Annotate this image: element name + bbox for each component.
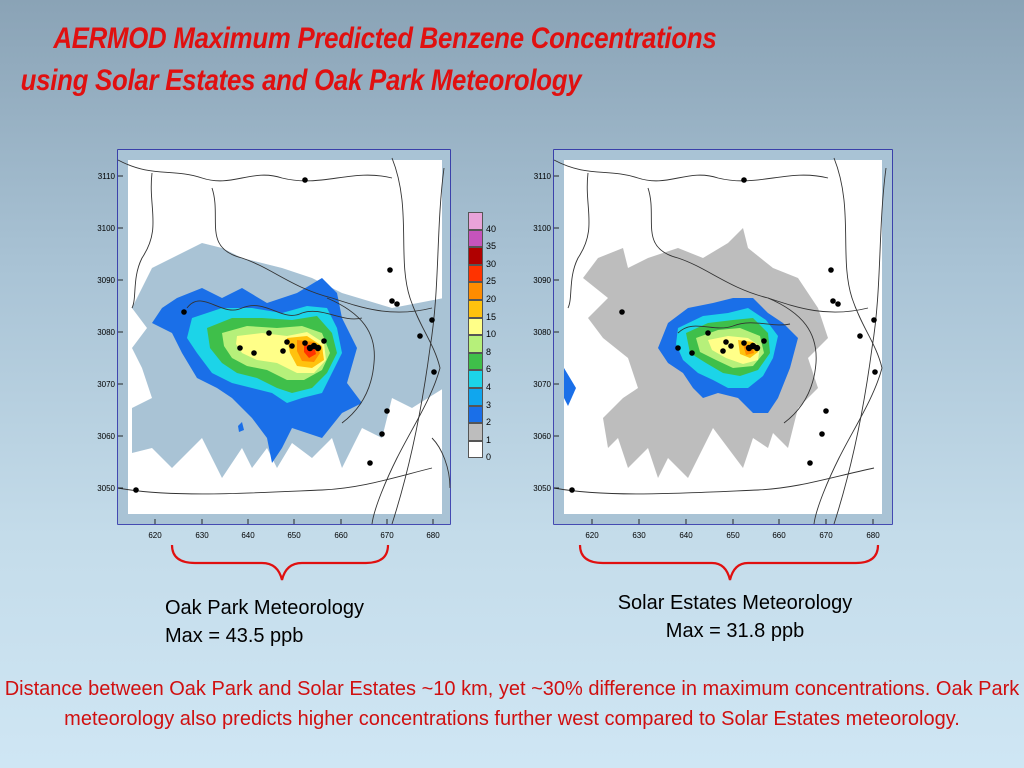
oak-park-map: 3110 3100 3090 3080 3070 3060 3050 620 6… [92, 148, 452, 548]
legend-label: 15 [486, 311, 497, 322]
y-tick: 3060 [97, 432, 115, 441]
x-tick: 650 [287, 531, 301, 540]
x-tick: 630 [195, 531, 209, 540]
solar-estates-caption: Solar Estates Meteorology Max = 31.8 ppb [580, 589, 890, 645]
x-tick: 650 [726, 531, 740, 540]
y-tick: 3070 [97, 380, 115, 389]
legend-swatch [468, 300, 483, 318]
x-tick: 640 [241, 531, 255, 540]
oak-park-caption-title: Oak Park Meteorology [165, 597, 364, 619]
legend-swatch [468, 423, 483, 441]
legend-label: 40 [486, 223, 497, 234]
oak-park-caption-max: Max = 43.5 ppb [165, 625, 304, 647]
slide-title: AERMOD Maximum Predicted Benzene Concent… [0, 18, 881, 102]
summary-note: Distance between Oak Park and Solar Esta… [4, 678, 1020, 730]
legend-swatch [468, 229, 483, 248]
legend-swatch [468, 212, 483, 230]
legend-swatch [468, 247, 483, 265]
x-tick: 620 [585, 531, 599, 540]
y-tick: 3050 [97, 484, 115, 493]
legend-swatch [468, 282, 483, 300]
title-line-2: using Solar Estates and Oak Park Meteoro… [20, 64, 582, 97]
x-tick: 640 [679, 531, 693, 540]
x-tick: 620 [148, 531, 162, 540]
x-tick: 680 [866, 531, 880, 540]
title-line-1: AERMOD Maximum Predicted Benzene Concent… [53, 22, 717, 55]
legend-label: 8 [486, 346, 492, 357]
left-bracket [170, 544, 390, 581]
y-tick: 3080 [533, 328, 551, 337]
legend-label: 6 [486, 364, 492, 375]
x-tick: 670 [819, 531, 833, 540]
legend-label: 25 [486, 276, 497, 287]
x-tick: 670 [380, 531, 394, 540]
y-tick: 3100 [533, 224, 551, 233]
y-tick: 3070 [533, 380, 551, 389]
legend-label: 2 [486, 417, 492, 428]
legend-label: 4 [486, 382, 492, 392]
solar-estates-caption-max: Max = 31.8 ppb [665, 620, 805, 642]
legend-label: 35 [486, 241, 497, 252]
legend-label: 10 [486, 329, 497, 340]
legend-swatch [468, 317, 483, 336]
legend-label: 20 [486, 294, 497, 304]
legend-swatch [468, 388, 483, 406]
x-tick: 680 [426, 531, 440, 540]
y-tick: 3090 [533, 276, 551, 285]
legend-label: 1 [486, 434, 492, 445]
x-tick: 660 [334, 531, 348, 540]
y-tick: 3060 [533, 432, 551, 441]
right-bracket [578, 544, 880, 581]
solar-estates-map: 3110 3100 3090 3080 3070 3060 3050 620 6… [528, 148, 898, 548]
y-tick: 3100 [97, 224, 115, 233]
y-tick: 3050 [533, 484, 551, 493]
caption-brackets [170, 544, 880, 581]
legend-label: 0 [486, 452, 492, 463]
legend-swatch [468, 352, 483, 371]
legend-swatch [468, 370, 483, 388]
x-tick: 660 [772, 531, 786, 540]
legend-swatch [468, 335, 483, 353]
legend-label: 30 [486, 258, 497, 269]
x-tick: 630 [632, 531, 646, 540]
legend-label: 3 [486, 399, 492, 410]
solar-estates-caption-title: Solar Estates Meteorology [617, 592, 853, 614]
legend-swatch [468, 405, 483, 424]
y-tick: 3110 [534, 172, 552, 181]
legend-swatch [468, 264, 483, 283]
y-tick: 3090 [97, 276, 115, 285]
oak-park-caption: Oak Park Meteorology Max = 43.5 ppb [165, 594, 364, 650]
y-tick: 3080 [97, 328, 115, 337]
y-tick: 3110 [98, 172, 116, 181]
legend-swatch [468, 440, 483, 459]
